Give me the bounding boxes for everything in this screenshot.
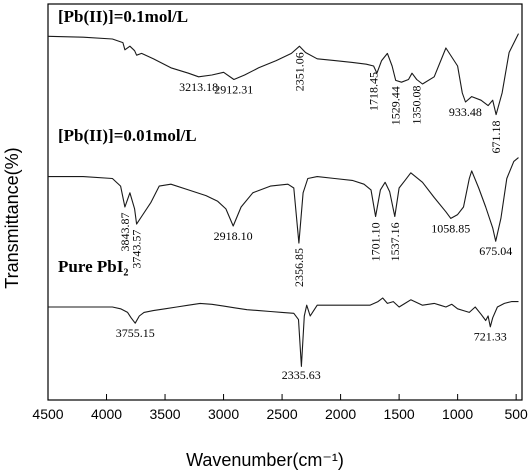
x-tick-label: 2500 (266, 406, 297, 422)
peak-label: 3743.57 (130, 230, 144, 269)
x-tick-label: 500 (504, 406, 528, 422)
peak-label: 1058.85 (431, 221, 470, 235)
peak-label: 1529.44 (389, 86, 403, 125)
x-tick-label: 3000 (208, 406, 239, 422)
x-axis-ticks: 4500 4000 3500 3000 2500 2000 1500 1000 500 (32, 394, 528, 422)
peak-label: 675.04 (479, 244, 512, 258)
peak-label: 1537.16 (388, 222, 402, 261)
peak-label: 3755.15 (116, 326, 155, 340)
plot-border (47, 3, 523, 401)
plot-frame (47, 3, 523, 401)
series-line (47, 33, 519, 116)
peak-label: 3843.87 (118, 213, 132, 252)
x-tick-label: 1500 (384, 406, 415, 422)
peak-label: 2335.63 (282, 368, 321, 382)
x-tick-label: 3500 (149, 406, 180, 422)
series-name-label: Pure PbI₂ (58, 257, 128, 276)
series-line (48, 297, 519, 367)
x-tick-label: 4500 (32, 406, 63, 422)
peak-label: 721.33 (474, 330, 507, 344)
peak-label: 671.18 (489, 121, 503, 154)
peak-label: 2918.10 (214, 229, 253, 243)
x-tick-label: 2000 (325, 406, 356, 422)
series-line (48, 157, 519, 244)
series-name-label: [Pb(II)]=0.1mol/L (58, 7, 188, 26)
peak-label: 2912.31 (214, 83, 253, 97)
x-tick-label: 1000 (442, 406, 473, 422)
x-axis-title: Wavenumber(cm⁻¹) (186, 450, 344, 470)
peak-label: 933.48 (449, 105, 482, 119)
peak-label: 3213.18 (179, 80, 218, 94)
peak-label: 1718.45 (367, 72, 381, 111)
peak-label: 2356.85 (292, 248, 306, 287)
series-name-label: [Pb(II)]=0.01mol/L (58, 126, 197, 145)
y-axis-title: Transmittance(%) (2, 147, 22, 288)
peak-label: 2351.06 (293, 52, 307, 91)
x-tick-label: 4000 (91, 406, 122, 422)
peak-label: 1350.08 (410, 86, 424, 125)
series-3: Pure PbI₂ 3755.15 2335.63 721.33 (48, 257, 519, 382)
peak-label: 1701.10 (369, 222, 383, 261)
